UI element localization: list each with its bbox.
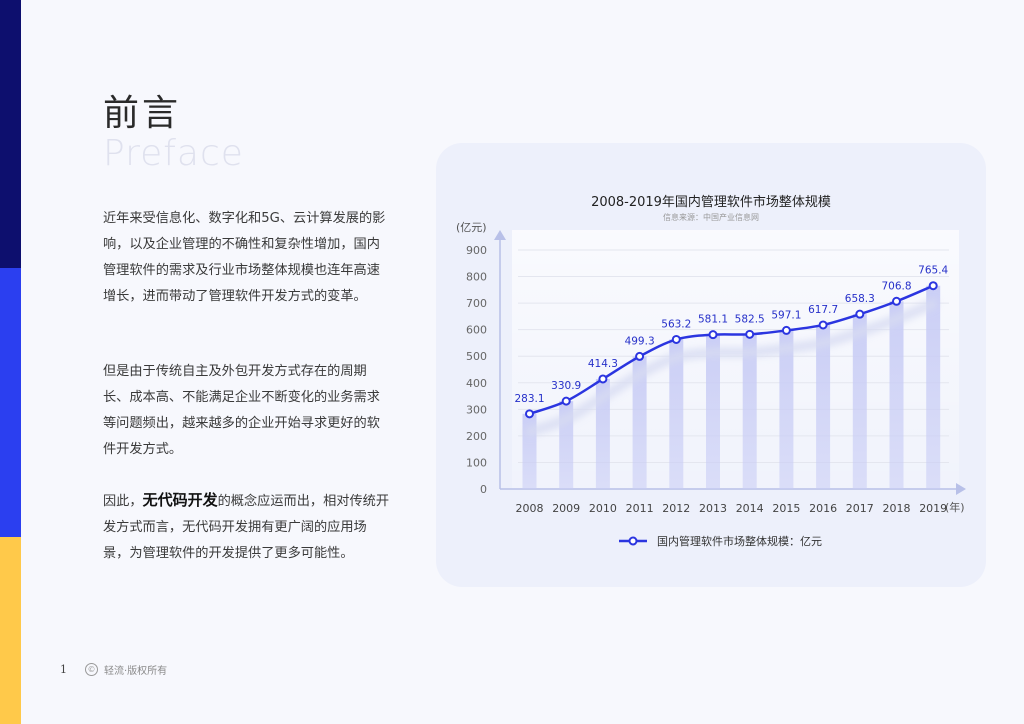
y-tick-label: 700 bbox=[466, 297, 487, 310]
x-tick-label: 2015 bbox=[772, 502, 800, 515]
sidebar-band-yellow bbox=[0, 537, 21, 724]
data-label: 617.7 bbox=[808, 304, 838, 316]
x-tick-label: 2012 bbox=[662, 502, 690, 515]
x-tick-label: 2010 bbox=[589, 502, 617, 515]
data-point bbox=[561, 396, 571, 406]
bar bbox=[522, 413, 537, 489]
sidebar-band-navy bbox=[0, 0, 21, 268]
x-tick-label: 2008 bbox=[516, 502, 544, 515]
paragraph-traditional-problems: 但是由于传统自主及外包开发方式存在的周期长、成本高、不能满足企业不断变化的业务需… bbox=[103, 364, 380, 457]
data-point bbox=[818, 320, 828, 330]
bar bbox=[669, 339, 684, 489]
data-point bbox=[892, 296, 901, 306]
bar bbox=[889, 301, 904, 489]
y-axis-label: (亿元) bbox=[456, 221, 487, 234]
copyright-icon: © bbox=[85, 663, 98, 676]
footer: 1 © 轻流·版权所有 bbox=[60, 662, 167, 677]
sidebar-color-bands bbox=[0, 0, 21, 724]
data-label: 581.1 bbox=[698, 314, 728, 326]
data-point bbox=[745, 329, 755, 339]
data-label: 582.5 bbox=[735, 313, 765, 325]
paragraph-no-code-lead: 因此， bbox=[103, 494, 143, 509]
plot-background bbox=[512, 230, 959, 489]
x-axis-arrow bbox=[956, 483, 966, 495]
no-code-emphasis: 无代码开发 bbox=[142, 491, 218, 509]
data-point bbox=[708, 330, 718, 340]
page-subtitle-english: Preface bbox=[103, 133, 244, 174]
page-number: 1 bbox=[60, 663, 67, 676]
line-shadow bbox=[525, 299, 938, 437]
data-label: 283.1 bbox=[514, 393, 544, 405]
data-label: 330.9 bbox=[551, 380, 581, 392]
bar bbox=[595, 378, 610, 489]
chart-card: 2008-2019年国内管理软件市场整体规模信息来源：中国产业信息网 0 100 20… bbox=[436, 143, 986, 587]
x-tick-label: 2013 bbox=[699, 502, 727, 515]
data-point bbox=[525, 409, 534, 419]
x-tick-label: 2019 bbox=[919, 502, 947, 515]
x-tick-label: 2016 bbox=[809, 502, 837, 515]
data-label: 706.8 bbox=[881, 280, 911, 292]
x-tick-label: 2017 bbox=[846, 502, 874, 515]
bar bbox=[632, 356, 647, 489]
data-label: 499.3 bbox=[625, 335, 655, 347]
y-tick-label: 800 bbox=[466, 271, 487, 284]
bar bbox=[742, 334, 757, 489]
y-tick-label: 0 bbox=[480, 483, 487, 496]
sidebar-band-blue bbox=[0, 268, 21, 537]
chart-subtitle: 信息来源：中国产业信息网 bbox=[663, 212, 759, 222]
y-axis-arrow bbox=[494, 230, 506, 240]
data-point bbox=[598, 374, 608, 384]
data-label: 765.4 bbox=[918, 265, 948, 277]
data-label: 414.3 bbox=[588, 358, 618, 370]
bar bbox=[926, 285, 941, 489]
y-tick-label: 400 bbox=[466, 377, 487, 390]
paragraph-no-code-rest: 的概念应运而出，相对传统开发方式而言，无代码开发拥有更广阔的应用场景，为管理软件… bbox=[103, 494, 390, 561]
data-label: 658.3 bbox=[845, 293, 875, 305]
data-label: 563.2 bbox=[661, 318, 691, 330]
data-point bbox=[671, 334, 681, 344]
page-title: 前言 bbox=[103, 93, 182, 134]
paragraph-no-code: 因此，无代码开发的概念应运而出，相对传统开发方式而言，无代码开发拥有更广阔的应用… bbox=[103, 487, 393, 567]
data-point bbox=[928, 281, 938, 291]
copyright-text: 轻流·版权所有 bbox=[104, 666, 168, 677]
y-tick-label: 300 bbox=[466, 403, 487, 416]
paragraph-market-growth: 近年来受信息化、数字化和5G、云计算发展的影响，以及企业管理的不确性和复杂性增加… bbox=[103, 211, 386, 304]
bar bbox=[852, 314, 867, 489]
x-tick-label: 2011 bbox=[626, 502, 654, 515]
x-tick-label: 2009 bbox=[552, 502, 580, 515]
x-axis-label: (年) bbox=[945, 500, 965, 514]
y-tick-label: 600 bbox=[466, 324, 487, 337]
x-tick-label: 2018 bbox=[883, 502, 911, 515]
legend-label: 国内管理软件市场整体规模：亿元 bbox=[657, 534, 822, 548]
y-tick-label: 900 bbox=[466, 244, 487, 257]
data-label: 597.1 bbox=[771, 309, 801, 321]
data-point bbox=[855, 309, 865, 319]
y-tick-label: 500 bbox=[466, 350, 487, 363]
bar bbox=[779, 330, 794, 489]
legend-marker bbox=[628, 536, 638, 546]
y-tick-label: 100 bbox=[466, 456, 487, 469]
bar bbox=[816, 324, 831, 489]
y-tick-label: 200 bbox=[466, 430, 487, 443]
data-point bbox=[781, 325, 791, 335]
bar bbox=[706, 334, 720, 489]
data-point bbox=[635, 351, 645, 361]
x-tick-label: 2014 bbox=[736, 502, 764, 515]
chart-title: 2008-2019年国内管理软件市场整体规模 bbox=[591, 194, 831, 210]
